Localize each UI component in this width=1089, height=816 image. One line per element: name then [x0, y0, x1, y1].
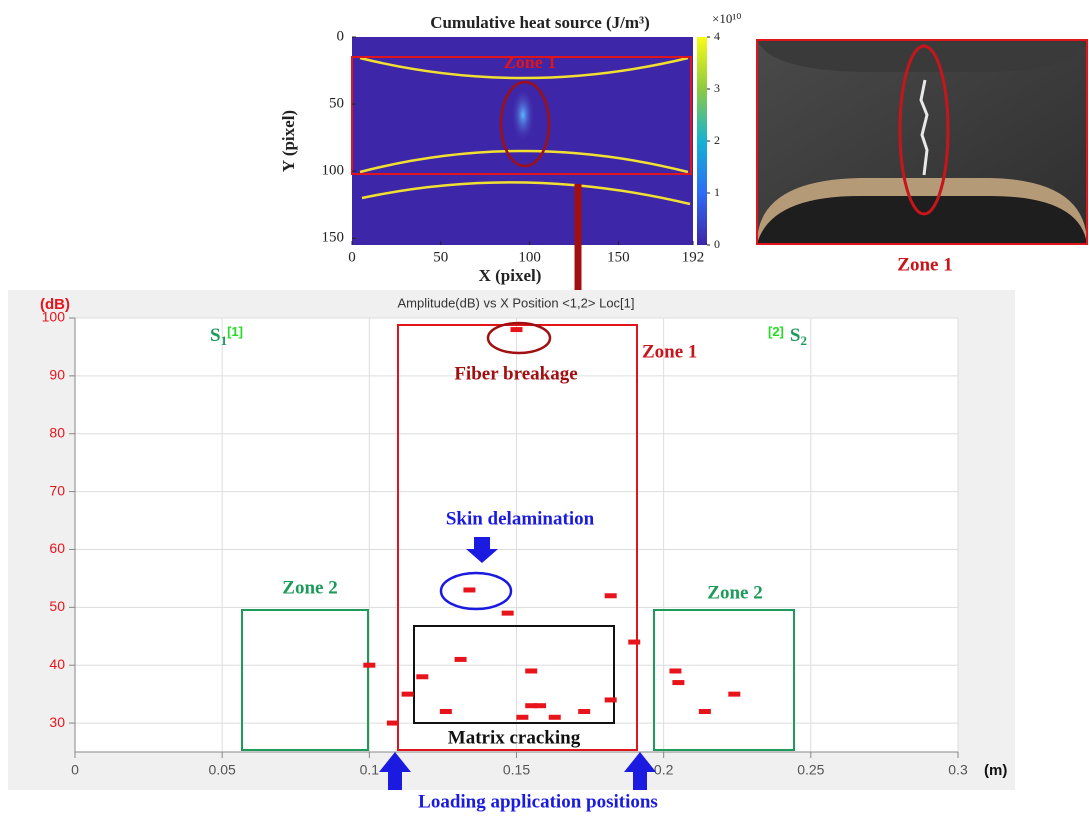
x-axis-label: (m) [984, 762, 1007, 779]
annotation: Zone 1 [642, 341, 697, 362]
point [534, 703, 547, 709]
point [604, 697, 617, 703]
y-tick-label: 0 [337, 28, 345, 44]
matrix-box [413, 625, 615, 724]
annotation: Matrix cracking [448, 727, 581, 748]
y-tick-label: 50 [49, 598, 65, 614]
heatmap-panel: Zone 1 [351, 37, 1088, 326]
sensor-label-part: 1 [221, 333, 228, 348]
photo-crack [919, 79, 929, 176]
x-tick-label: 150 [607, 249, 630, 265]
photo-border [756, 39, 1088, 245]
zone2-box [241, 609, 369, 751]
point [386, 720, 399, 726]
x-tick-label: 0 [348, 249, 356, 265]
sensor-label: [2] S2 [768, 324, 807, 348]
specimen-outline [359, 56, 691, 206]
point [510, 327, 523, 333]
x-tick-label: 0.25 [797, 762, 824, 778]
y-tick-label: 30 [49, 714, 65, 730]
x-tick-label: 0.05 [209, 762, 236, 778]
sensor-label-part: S [210, 325, 221, 346]
point [604, 593, 617, 599]
colorbar-tick-label: 4 [714, 29, 720, 43]
zone-label: Zone 1 [504, 52, 557, 72]
point [416, 674, 429, 680]
y-tick-label: 40 [49, 656, 65, 672]
y-tick-label: 70 [49, 482, 65, 498]
heatmap-title: Cumulative heat source (J/m³) [430, 13, 650, 32]
point [525, 668, 538, 674]
colorbar-tick-label: 1 [714, 185, 720, 199]
annotation: Zone 2 [707, 582, 762, 603]
zone1-box [351, 56, 692, 175]
y-tick-label: 90 [49, 367, 65, 383]
annotation: Skin delamination [446, 508, 595, 529]
sensor-label-part: 2 [800, 333, 807, 348]
point [578, 708, 591, 714]
point [728, 691, 741, 697]
colorbar [697, 37, 707, 245]
photo-ellipse [898, 44, 950, 216]
y-axis-label: Y (pixel) [279, 110, 298, 172]
x-tick-label: 0.1 [360, 762, 380, 778]
zone1-box [397, 324, 638, 751]
x-tick-label: 192 [682, 249, 705, 265]
point [463, 587, 476, 593]
arrow [379, 752, 411, 790]
heat-blob [511, 87, 535, 143]
point [669, 668, 682, 674]
colorbar-tick-label: 0 [714, 237, 720, 251]
point [363, 662, 376, 668]
y-tick-label: 80 [49, 424, 65, 440]
y-tick-label: 50 [329, 96, 344, 112]
zone1-ellipse [499, 80, 551, 168]
x-tick-label: 50 [433, 249, 448, 265]
annotation: Fiber breakage [454, 363, 577, 384]
x-axis-label: X (pixel) [479, 266, 542, 285]
zone2-box [653, 609, 795, 751]
fiber-ellipse [486, 321, 552, 355]
colorbar-tick-label: 2 [714, 133, 720, 147]
point [501, 610, 514, 616]
point [401, 691, 414, 697]
skin-ellipse [439, 571, 513, 611]
point [698, 708, 711, 714]
y-tick-label: 150 [322, 230, 345, 246]
sensor-label-part: S [790, 325, 801, 346]
point [548, 714, 561, 720]
photo-top [757, 40, 1087, 72]
x-tick-label: 0.15 [503, 762, 530, 778]
sensor-label-part: [1] [227, 324, 243, 339]
x-tick-label: 100 [518, 249, 541, 265]
annotation: Loading application positions [418, 791, 658, 812]
point [516, 714, 529, 720]
arrow [624, 752, 656, 790]
colorbar-tick-label: 3 [714, 81, 720, 95]
chart-title: Amplitude(dB) vs X Position <1,2> Loc[1] [397, 295, 634, 310]
y-axis-label: (dB) [40, 296, 70, 313]
x-tick-label: 0 [71, 762, 79, 778]
point [525, 703, 538, 709]
point [628, 639, 641, 645]
colorbar-multiplier: ×10¹⁰ [712, 11, 741, 26]
arrow [466, 537, 498, 563]
x-tick-label: 0.2 [654, 762, 674, 778]
point [439, 708, 452, 714]
annotation: Zone 2 [282, 577, 337, 598]
y-tick-label: 100 [42, 309, 66, 325]
y-tick-label: 60 [49, 540, 65, 556]
scatter-panel: Amplitude(dB) vs X Position <1,2> Loc[1]… [8, 290, 1015, 812]
photo-caption: Zone 1 [897, 254, 952, 275]
sensor-label-part: [2] [768, 324, 784, 339]
photo-shadow [757, 196, 1087, 244]
point [672, 680, 685, 686]
sensor-label: S1[1] [210, 324, 243, 348]
x-tick-label: 0.3 [948, 762, 968, 778]
y-tick-label: 100 [322, 163, 345, 179]
point [454, 656, 467, 662]
